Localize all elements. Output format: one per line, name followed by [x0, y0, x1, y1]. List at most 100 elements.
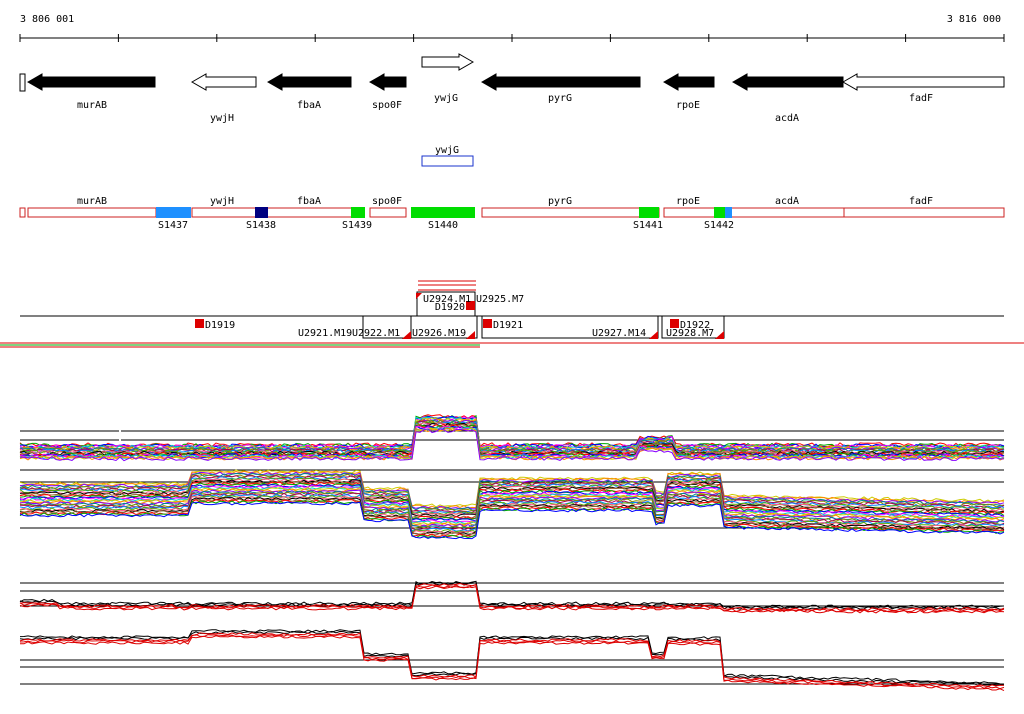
utr-box — [843, 207, 1005, 218]
replicate-profile-line — [19, 632, 1005, 688]
tu-box — [481, 315, 659, 339]
downshift-D1922[interactable]: D1922 — [670, 319, 710, 331]
segment-S1439[interactable]: S1439 — [342, 207, 372, 231]
feature-box-label: ywjG — [435, 145, 459, 156]
utr-gene-label: fadF — [909, 196, 933, 207]
upshift-U2925[interactable]: U2925.M7 — [476, 294, 524, 305]
condition-profile-line — [19, 469, 1005, 508]
downshift-D1921[interactable]: D1921 — [483, 319, 523, 331]
replicate-profiles — [19, 580, 1005, 692]
replicate-profile-line — [19, 581, 1005, 610]
svg-text:U2926.M19: U2926.M19 — [412, 328, 466, 339]
utr-box — [191, 207, 364, 218]
ruler-ticks — [19, 34, 1005, 42]
upshift-U2922[interactable]: U2922.M1 — [352, 328, 411, 339]
ruler-start-label: 3 806 001 — [20, 14, 74, 25]
tu-box — [410, 315, 478, 339]
gene-rpoE[interactable]: rpoE — [662, 73, 715, 111]
condition-profile-line — [19, 470, 1005, 509]
gene-ywjH[interactable]: ywjH — [190, 73, 257, 124]
svg-text:S1442: S1442 — [704, 220, 734, 231]
utr-gene-label: spo0F — [372, 196, 402, 207]
gene-fadF[interactable]: fadF — [841, 73, 1005, 104]
gene-label: acdA — [775, 113, 799, 124]
svg-text:S1441: S1441 — [633, 220, 663, 231]
gene-spo0F[interactable]: spo0F — [368, 73, 407, 111]
svg-text:S1440: S1440 — [428, 220, 458, 231]
svg-text:U2921.M19: U2921.M19 — [298, 328, 352, 339]
condition-profile-line — [19, 473, 1005, 512]
gene-label: murAB — [77, 100, 107, 111]
expression-track-multicolor — [19, 414, 1005, 540]
condition-profile-line — [19, 487, 1005, 525]
gene-label: fadF — [909, 93, 933, 104]
condition-profile-line — [19, 478, 1005, 516]
condition-profile-line — [19, 415, 1005, 449]
gene-label: ywjH — [210, 113, 234, 124]
gene-track: murAB ywjH fbaA spo0F ywjG pyrG rpoE ac — [19, 53, 1005, 124]
ruler-end-label: 3 816 000 — [947, 14, 1001, 25]
multicolor-profiles — [19, 414, 1005, 540]
condition-profile-line — [19, 484, 1005, 523]
condition-profile-line — [19, 486, 1005, 524]
svg-text:U2928.M7: U2928.M7 — [666, 328, 714, 339]
upshift-U2926[interactable]: U2926.M19 — [412, 328, 475, 339]
utr-gene-label: acdA — [775, 196, 799, 207]
utr-gene-label: ywjH — [210, 196, 234, 207]
upshift-U2921[interactable]: U2921.M19 — [298, 328, 352, 339]
downshift-D1920[interactable]: D1920 — [435, 301, 475, 313]
gene-fbaA[interactable]: fbaA — [266, 73, 352, 111]
condition-profile-line — [19, 492, 1005, 531]
utr-track: murAB ywjH fbaA spo0F pyrG rpoE acdA fad… — [19, 196, 1005, 231]
gene-label: pyrG — [548, 93, 572, 104]
svg-text:U2922.M1: U2922.M1 — [352, 328, 400, 339]
condition-profile-line — [19, 480, 1005, 519]
utr-box — [27, 207, 157, 218]
utr-gene-label: rpoE — [676, 196, 700, 207]
upshift-U2924[interactable]: U2924.M1 — [416, 293, 471, 305]
svg-text:S1438: S1438 — [246, 220, 276, 231]
segment-S1437[interactable]: S1437 — [156, 207, 191, 231]
segment-S1438[interactable]: S1438 — [246, 207, 276, 231]
segment-S1440[interactable]: S1440 — [411, 207, 475, 231]
gene-label: rpoE — [676, 100, 700, 111]
gene-label: fbaA — [297, 100, 321, 111]
tu-box — [661, 315, 725, 339]
gene-acdA[interactable]: acdA — [731, 73, 844, 124]
svg-text:S1437: S1437 — [158, 220, 188, 231]
svg-text:D1921: D1921 — [493, 320, 523, 331]
condition-profile-line — [19, 472, 1005, 511]
downshift-D1919[interactable]: D1919 — [195, 319, 235, 331]
expression-track-replicates — [19, 580, 1005, 692]
coordinate-ruler: 3 806 001 3 816 000 — [19, 14, 1005, 42]
svg-text:U2924.M1: U2924.M1 — [423, 294, 471, 305]
condition-profile-line — [19, 420, 1005, 454]
segment-S1441[interactable]: S1441 — [633, 207, 663, 231]
transcription-unit-track: D1919 D1920 D1921 D1922 U2921.M19 U2922.… — [0, 280, 1024, 348]
upshift-U2928[interactable]: U2928.M7 — [666, 328, 724, 339]
feature-box-ywjG[interactable]: ywjG — [421, 145, 474, 167]
gene-label: ywjG — [434, 93, 458, 104]
utr-gene-label: murAB — [77, 196, 107, 207]
svg-text:D1919: D1919 — [205, 320, 235, 331]
condition-profile-line — [19, 419, 1005, 453]
replicate-profile-line — [19, 629, 1005, 685]
utr-box — [369, 207, 407, 218]
gene-label: spo0F — [372, 100, 402, 111]
replicate-profile-line — [19, 630, 1005, 686]
segment-S1442[interactable]: S1442 — [704, 207, 734, 231]
utr-gene-label: pyrG — [548, 196, 572, 207]
svg-text:S1439: S1439 — [342, 220, 372, 231]
utr-box — [481, 207, 660, 218]
partial-gene-edge — [19, 73, 26, 92]
gene-ywjG[interactable]: ywjG — [421, 53, 475, 104]
utr-box — [663, 207, 845, 218]
svg-text:U2927.M14: U2927.M14 — [592, 328, 646, 339]
replicate-profile-line — [20, 635, 1005, 692]
condition-profile-line — [19, 493, 1005, 532]
condition-profile-line — [19, 426, 1005, 460]
upshift-U2927[interactable]: U2927.M14 — [592, 328, 658, 339]
svg-text:D1920: D1920 — [435, 302, 465, 313]
gene-pyrG[interactable]: pyrG — [480, 73, 641, 104]
gene-murAB[interactable]: murAB — [26, 73, 156, 111]
